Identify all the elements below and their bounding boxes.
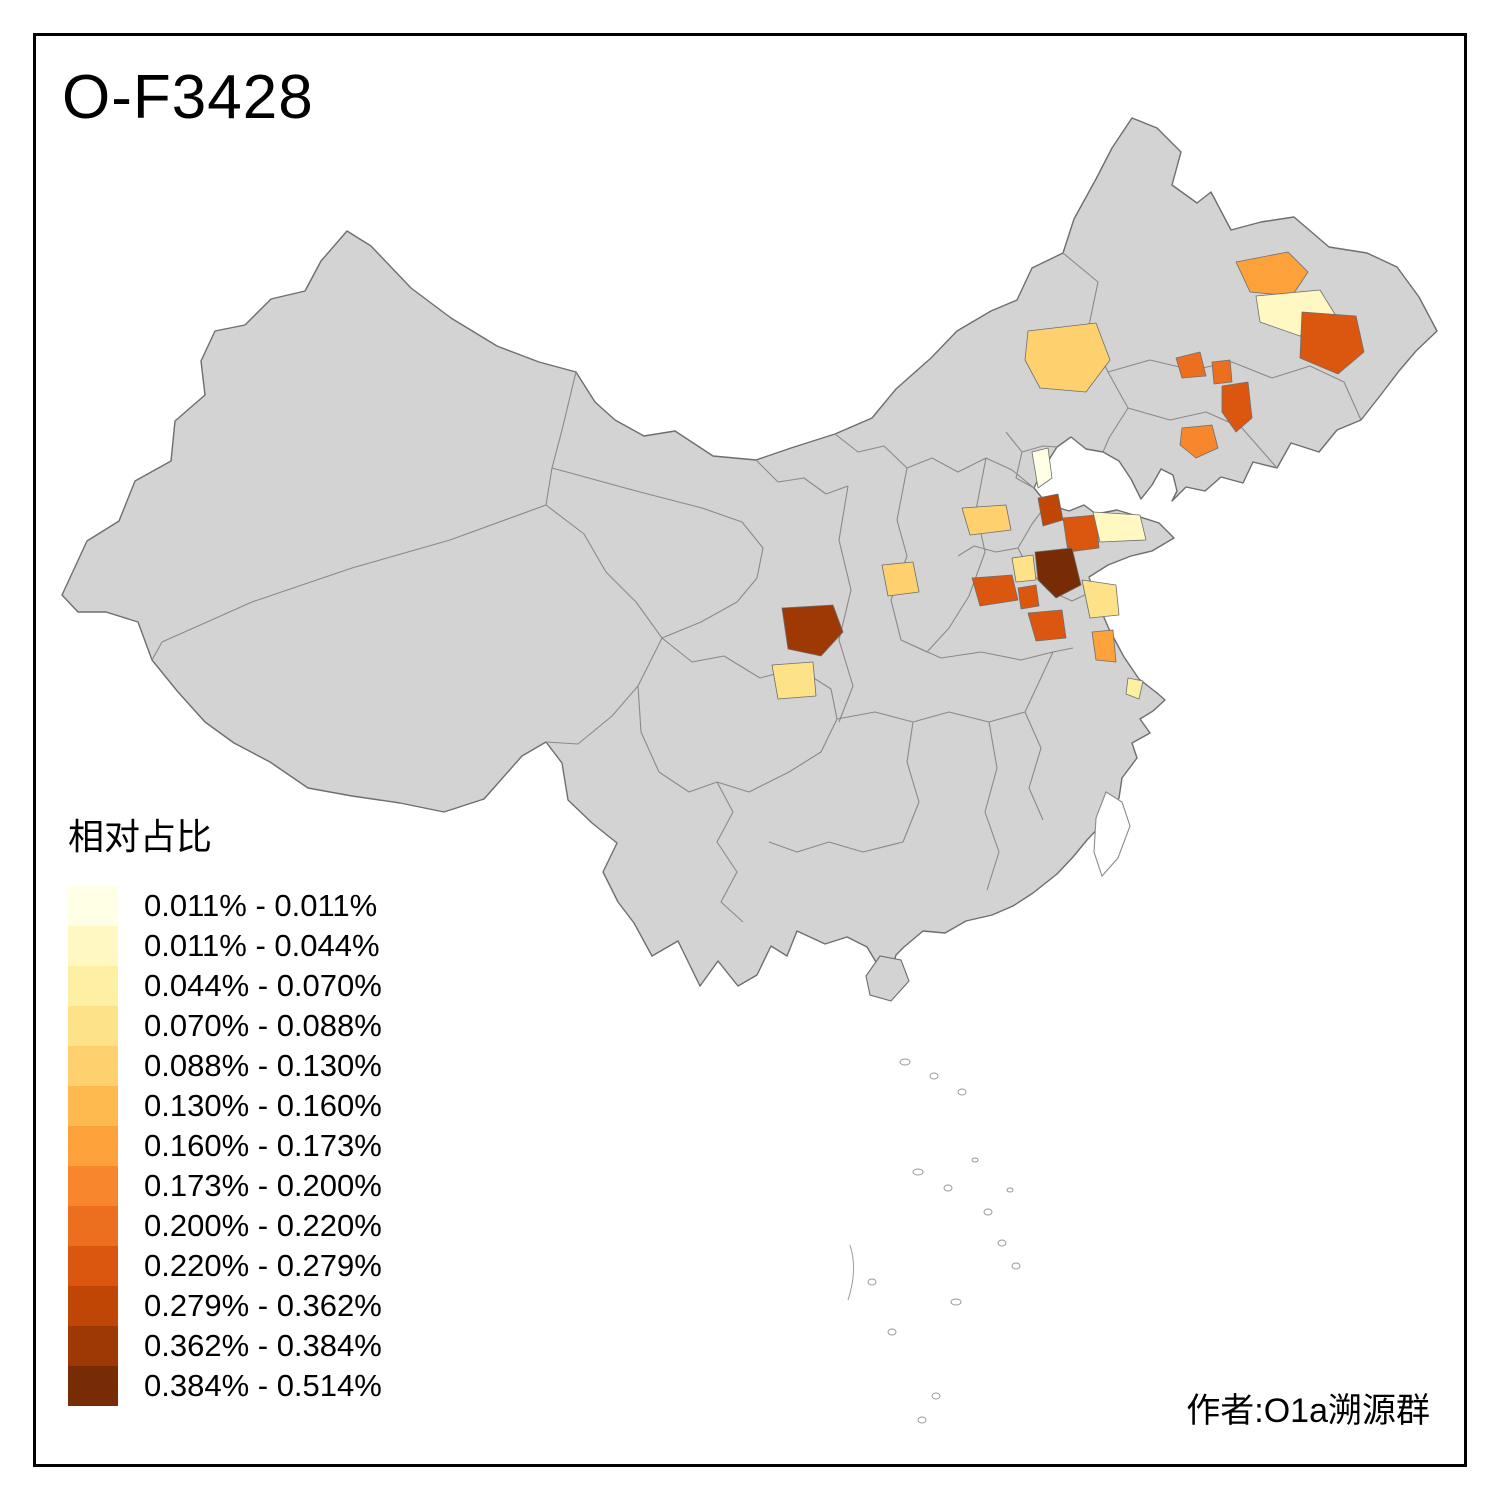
region-northeast-small-west [1175,351,1207,379]
region-hebei-south-light-orange [961,504,1012,536]
legend-swatch [68,1046,118,1086]
region-jiangsu-mid-orange [1091,629,1117,663]
legend-swatch [68,1166,118,1206]
legend: 相对占比 0.011% - 0.011% 0.011% - 0.044% 0.0… [68,808,382,1406]
legend-label: 0.200% - 0.220% [144,1208,382,1243]
legend-swatch [68,886,118,926]
region-jiangsu-north-pale [1081,579,1120,619]
legend-item: 0.044% - 0.070% [68,966,382,1006]
legend-swatch [68,966,118,1006]
legend-item: 0.279% - 0.362% [68,1286,382,1326]
region-liaoning-orange [1179,424,1219,459]
legend-label: 0.044% - 0.070% [144,968,382,1003]
region-shanghai-area-pale [1125,677,1144,700]
legend-rows: 0.011% - 0.011% 0.011% - 0.044% 0.044% -… [68,886,382,1406]
legend-label: 0.362% - 0.384% [144,1328,382,1363]
region-inner-mongolia-light-orange [1024,322,1111,393]
legend-swatch [68,1366,118,1406]
region-shaanxi-north-light-orange [881,561,920,597]
region-shandong-north-dark-orange [1062,514,1100,553]
legend-swatch [68,1286,118,1326]
region-henan-north-dark-orange [971,574,1019,607]
hainan-island [865,955,910,1002]
legend-label: 0.011% - 0.011% [144,888,378,923]
legend-swatch [68,926,118,966]
region-shandong-sw-darkest-brown [1034,547,1082,599]
legend-swatch [68,1246,118,1286]
region-henan-east-dark-orange [1027,609,1067,642]
legend-item: 0.362% - 0.384% [68,1326,382,1366]
legend-item: 0.070% - 0.088% [68,1006,382,1046]
taiwan-island [1093,791,1131,878]
region-northeast-north-orange [1235,251,1309,297]
region-shandong-peninsula-pale [1092,511,1147,543]
legend-item: 0.173% - 0.200% [68,1166,382,1206]
legend-swatch [68,1326,118,1366]
region-northeast-east-dark-orange [1299,311,1365,375]
legend-swatch [68,1206,118,1246]
legend-item: 0.200% - 0.220% [68,1206,382,1246]
region-hanzhong-dark-brown [781,604,844,657]
region-jilin-dark-orange [1221,381,1253,433]
legend-label: 0.173% - 0.200% [144,1168,382,1203]
page-title: O-F3428 [62,63,314,132]
region-beijing-tianjin-pale [1031,447,1053,489]
legend-label: 0.070% - 0.088% [144,1008,382,1043]
region-shandong-nw-dark-red [1037,493,1064,527]
legend-label: 0.279% - 0.362% [144,1288,382,1323]
legend-item: 0.088% - 0.130% [68,1046,382,1086]
region-henan-small-dark-orange [1017,584,1040,610]
legend-item: 0.130% - 0.160% [68,1086,382,1126]
south-china-sea-islands [847,1058,1021,1424]
legend-item: 0.384% - 0.514% [68,1366,382,1406]
legend-swatch [68,1086,118,1126]
attribution-text: 作者:O1a溯源群 [1186,1392,1430,1430]
legend-title: 相对占比 [68,816,213,857]
legend-item: 0.011% - 0.044% [68,926,382,966]
legend-item: 0.160% - 0.173% [68,1126,382,1166]
legend-item: 0.011% - 0.011% [68,886,382,926]
legend-label: 0.384% - 0.514% [144,1368,382,1403]
legend-label: 0.130% - 0.160% [144,1088,382,1123]
region-northeast-small-east [1211,359,1233,385]
region-shandong-small-pale [1011,554,1037,583]
legend-label: 0.011% - 0.044% [144,928,380,963]
legend-swatch [68,1006,118,1046]
region-sichuan-north-pale [771,661,817,700]
legend-swatch [68,1126,118,1166]
legend-item: 0.220% - 0.279% [68,1246,382,1286]
legend-label: 0.088% - 0.130% [144,1048,382,1083]
legend-label: 0.160% - 0.173% [144,1128,382,1163]
legend-label: 0.220% - 0.279% [144,1248,382,1283]
